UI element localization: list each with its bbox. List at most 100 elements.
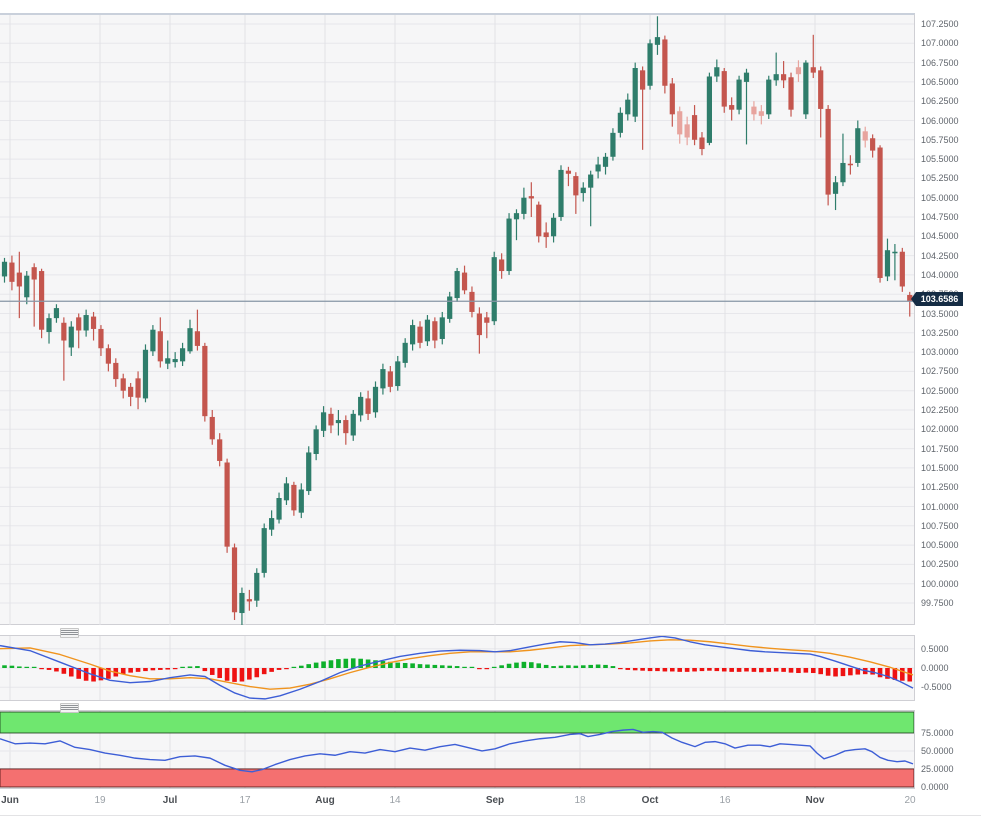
candle-body[interactable] bbox=[90, 316, 97, 329]
candle-body[interactable] bbox=[313, 429, 319, 455]
candle-body[interactable] bbox=[573, 176, 579, 196]
candle-body[interactable] bbox=[113, 362, 119, 380]
candle-body[interactable] bbox=[1, 261, 8, 277]
candle-body[interactable] bbox=[721, 71, 727, 107]
candle-body[interactable] bbox=[395, 361, 401, 387]
candle-body[interactable] bbox=[61, 322, 67, 341]
candle-body[interactable] bbox=[884, 250, 891, 277]
candle-body[interactable] bbox=[706, 76, 712, 143]
candle-body[interactable] bbox=[617, 112, 623, 133]
candle-body[interactable] bbox=[773, 74, 779, 81]
candle-body[interactable] bbox=[892, 251, 898, 254]
candle-body[interactable] bbox=[335, 420, 341, 424]
candle-body[interactable] bbox=[439, 317, 445, 339]
candle-body[interactable] bbox=[179, 348, 186, 362]
candle-body[interactable] bbox=[751, 106, 757, 115]
candle-body[interactable] bbox=[424, 319, 431, 342]
candle-body[interactable] bbox=[328, 413, 334, 426]
candle-body[interactable] bbox=[9, 262, 15, 282]
candle-body[interactable] bbox=[669, 83, 675, 115]
candle-body[interactable] bbox=[165, 358, 171, 364]
candle-body[interactable] bbox=[795, 67, 802, 75]
candle-body[interactable] bbox=[862, 131, 868, 141]
candle-body[interactable] bbox=[76, 317, 82, 331]
candle-body[interactable] bbox=[840, 162, 846, 183]
candle-body[interactable] bbox=[217, 439, 223, 461]
candle-body[interactable] bbox=[870, 138, 876, 151]
candle-body[interactable] bbox=[521, 197, 527, 214]
candle-body[interactable] bbox=[83, 315, 89, 331]
candle-body[interactable] bbox=[254, 572, 260, 601]
candle-body[interactable] bbox=[558, 169, 564, 217]
candle-body[interactable] bbox=[691, 115, 698, 140]
candle-body[interactable] bbox=[469, 291, 475, 312]
candle-body[interactable] bbox=[662, 39, 668, 86]
candle-body[interactable] bbox=[899, 251, 905, 287]
candle-body[interactable] bbox=[743, 72, 750, 82]
candle-body[interactable] bbox=[625, 99, 631, 115]
candle-body[interactable] bbox=[832, 182, 839, 194]
candle-body[interactable] bbox=[565, 170, 572, 174]
candle-body[interactable] bbox=[157, 331, 163, 362]
candle-body[interactable] bbox=[372, 386, 379, 413]
candle-body[interactable] bbox=[24, 275, 30, 298]
candle-body[interactable] bbox=[365, 398, 371, 414]
macd-panel-resize-handle[interactable] bbox=[60, 628, 79, 638]
candle-body[interactable] bbox=[224, 462, 230, 547]
candle-body[interactable] bbox=[135, 378, 141, 398]
candle-body[interactable] bbox=[476, 313, 482, 336]
candle-body[interactable] bbox=[150, 329, 156, 352]
candle-body[interactable] bbox=[402, 342, 408, 363]
candle-body[interactable] bbox=[39, 271, 45, 330]
candle-body[interactable] bbox=[380, 369, 386, 389]
candle-body[interactable] bbox=[736, 79, 742, 110]
candle-body[interactable] bbox=[269, 518, 275, 530]
candle-body[interactable] bbox=[417, 326, 423, 343]
candle-body[interactable] bbox=[595, 164, 601, 172]
candle-body[interactable] bbox=[343, 420, 349, 434]
candle-body[interactable] bbox=[298, 489, 304, 513]
candle-body[interactable] bbox=[283, 483, 290, 501]
candle-body[interactable] bbox=[68, 326, 74, 348]
candle-body[interactable] bbox=[98, 328, 104, 349]
candle-body[interactable] bbox=[246, 599, 252, 602]
candle-body[interactable] bbox=[209, 416, 215, 440]
candle-body[interactable] bbox=[461, 272, 468, 291]
candle-body[interactable] bbox=[320, 412, 327, 431]
candle-body[interactable] bbox=[699, 137, 705, 150]
candle-body[interactable] bbox=[536, 204, 542, 237]
candle-body[interactable] bbox=[647, 43, 653, 86]
candle-body[interactable] bbox=[499, 259, 505, 272]
candle-body[interactable] bbox=[781, 74, 787, 81]
candle-body[interactable] bbox=[120, 378, 126, 391]
candle-body[interactable] bbox=[847, 163, 853, 166]
candle-body[interactable] bbox=[550, 217, 557, 237]
candle-body[interactable] bbox=[239, 592, 245, 614]
candle-body[interactable] bbox=[350, 413, 356, 436]
candle-body[interactable] bbox=[818, 70, 824, 109]
candle-body[interactable] bbox=[855, 128, 861, 163]
candle-body[interactable] bbox=[172, 359, 178, 363]
candle-body[interactable] bbox=[194, 331, 201, 346]
candle-body[interactable] bbox=[684, 124, 690, 138]
candle-body[interactable] bbox=[306, 452, 312, 492]
rsi-panel-resize-handle[interactable] bbox=[60, 703, 79, 713]
candle-body[interactable] bbox=[447, 296, 453, 319]
candle-body[interactable] bbox=[714, 67, 720, 77]
candle-body[interactable] bbox=[53, 308, 60, 319]
candle-body[interactable] bbox=[128, 386, 134, 397]
candle-body[interactable] bbox=[291, 484, 297, 511]
candle-body[interactable] bbox=[202, 345, 208, 417]
candle-body[interactable] bbox=[491, 257, 497, 322]
candle-body[interactable] bbox=[410, 325, 416, 345]
candle-body[interactable] bbox=[803, 62, 809, 115]
candle-body[interactable] bbox=[454, 271, 460, 299]
candle-body[interactable] bbox=[543, 232, 549, 238]
candle-body[interactable] bbox=[580, 187, 586, 194]
candle-body[interactable] bbox=[187, 328, 193, 352]
candle-body[interactable] bbox=[46, 318, 52, 333]
candle-body[interactable] bbox=[810, 67, 816, 73]
candle-body[interactable] bbox=[484, 317, 490, 323]
candle-body[interactable] bbox=[276, 498, 282, 520]
candle-body[interactable] bbox=[528, 196, 534, 199]
